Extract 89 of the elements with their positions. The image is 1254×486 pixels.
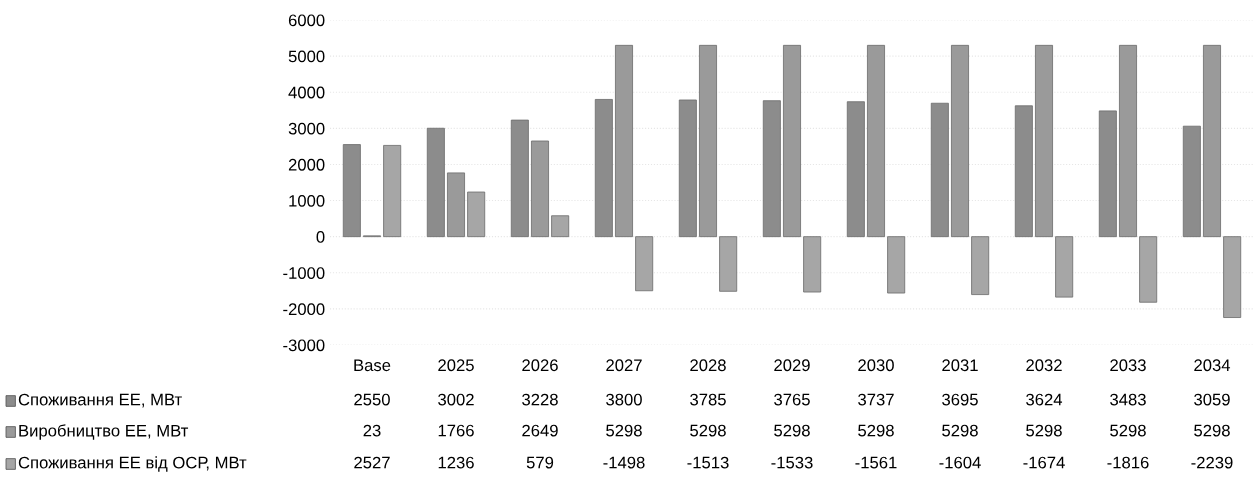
y-tick-label: 0 xyxy=(316,231,325,243)
bar xyxy=(447,172,465,238)
data-label: 3624 xyxy=(1026,393,1063,406)
x-tick-label: 2032 xyxy=(1026,359,1062,372)
bar xyxy=(1182,125,1201,238)
bar xyxy=(719,236,738,292)
data-label: 5298 xyxy=(1194,424,1230,437)
data-label: 5298 xyxy=(858,424,894,437)
data-label: 3483 xyxy=(1110,393,1146,406)
bar xyxy=(762,100,781,238)
data-label: 5298 xyxy=(942,424,978,437)
x-tick-label: 2034 xyxy=(1194,359,1231,372)
bar xyxy=(383,144,402,238)
bar xyxy=(594,99,613,238)
data-label: 5298 xyxy=(606,424,642,437)
data-label: 3765 xyxy=(774,393,810,406)
bar xyxy=(1203,44,1221,238)
y-tick-label: 1000 xyxy=(289,194,325,207)
bar xyxy=(531,140,549,238)
data-label: -1674 xyxy=(1023,456,1065,469)
y-tick-label: 6000 xyxy=(288,14,325,27)
data-label: 3228 xyxy=(522,393,558,406)
bar xyxy=(342,144,361,238)
x-tick-label: Base xyxy=(354,359,391,372)
data-label: 2527 xyxy=(354,456,390,469)
y-tick-label: -2000 xyxy=(283,303,325,316)
data-label: 23 xyxy=(363,424,381,437)
data-label: 3785 xyxy=(690,393,726,406)
bar xyxy=(1223,236,1242,318)
data-label: -1533 xyxy=(771,456,813,469)
y-tick-label: 5000 xyxy=(288,50,325,63)
legend-label: Споживання ЕЕ, МВт xyxy=(18,393,182,408)
data-label: -1604 xyxy=(939,456,981,469)
bar xyxy=(426,127,445,238)
x-tick-label: 2029 xyxy=(774,359,810,372)
bar xyxy=(1139,236,1158,303)
bar xyxy=(467,191,486,238)
bar xyxy=(635,236,654,292)
y-tick-label: -3000 xyxy=(283,339,325,352)
data-label: -1816 xyxy=(1107,456,1149,469)
bar xyxy=(783,44,801,238)
y-tick-label: 3000 xyxy=(288,122,325,135)
data-label: 2649 xyxy=(522,424,558,437)
x-tick-label: 2033 xyxy=(1110,359,1146,372)
bar xyxy=(1119,44,1137,238)
data-label: 1236 xyxy=(438,456,474,469)
bar xyxy=(1098,110,1117,238)
bar xyxy=(1014,105,1033,238)
bar xyxy=(951,44,969,238)
bar xyxy=(615,44,633,238)
x-tick-label: 2031 xyxy=(942,359,978,372)
data-label: -1513 xyxy=(687,456,729,469)
x-tick-label: 2028 xyxy=(690,359,726,372)
data-label: 3800 xyxy=(606,393,642,406)
bar xyxy=(887,236,906,294)
data-label: -1498 xyxy=(603,456,645,469)
data-label: 5298 xyxy=(690,424,726,437)
data-label: 3695 xyxy=(942,393,978,406)
bar xyxy=(1035,44,1053,238)
data-label: 5298 xyxy=(774,424,810,437)
data-label: 1766 xyxy=(438,424,474,437)
bar xyxy=(867,44,885,238)
data-label: 3737 xyxy=(858,393,894,406)
data-label: 2550 xyxy=(354,393,390,406)
bar xyxy=(699,44,717,238)
data-label: 5298 xyxy=(1110,424,1146,437)
bar xyxy=(803,236,822,293)
bar xyxy=(678,99,697,238)
bar xyxy=(1055,236,1074,298)
x-tick-label: 2027 xyxy=(606,359,642,372)
data-label: -1561 xyxy=(855,456,897,469)
bar xyxy=(551,215,570,238)
y-tick-label: 2000 xyxy=(288,158,325,171)
x-tick-label: 2026 xyxy=(522,359,558,372)
bar xyxy=(930,102,949,238)
y-tick-label: 4000 xyxy=(288,86,325,99)
data-label: 3059 xyxy=(1194,393,1230,406)
data-label: -2239 xyxy=(1191,456,1233,469)
y-tick-label: -1000 xyxy=(283,267,325,279)
bar xyxy=(846,101,865,238)
legend-label: Споживання ЕЕ від ОСР, МВт xyxy=(18,456,247,472)
bar xyxy=(510,119,529,238)
data-label: 5298 xyxy=(1026,424,1062,437)
data-label: 3002 xyxy=(438,393,474,406)
x-tick-label: 2030 xyxy=(858,359,894,372)
data-label: 579 xyxy=(526,456,554,469)
x-tick-label: 2025 xyxy=(438,359,474,372)
bar xyxy=(971,236,990,296)
legend-label: Виробництво ЕЕ, МВт xyxy=(19,424,189,440)
